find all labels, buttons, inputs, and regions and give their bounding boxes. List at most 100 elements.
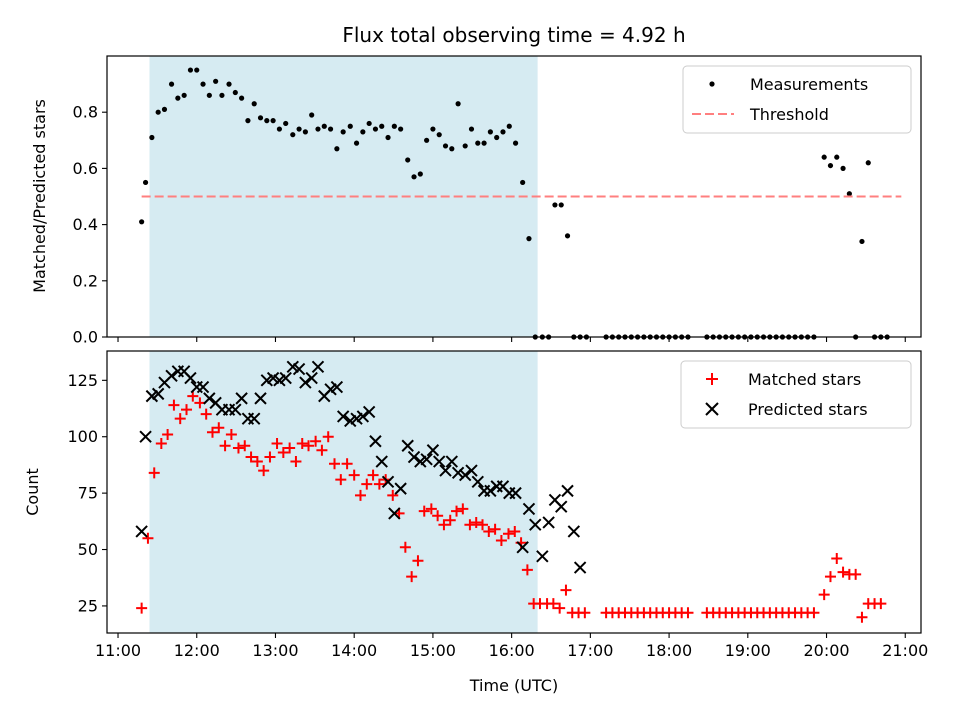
ratio-y-tick-label: 0.6 (73, 159, 98, 178)
x-tick-label: 18:00 (646, 641, 692, 660)
x-tick-label: 20:00 (803, 641, 849, 660)
measurement-point (436, 132, 442, 138)
measurement-point (321, 123, 327, 129)
measurement-point (245, 118, 251, 124)
matched-star-point (418, 505, 430, 517)
matched-star-point (444, 514, 456, 526)
measurement-point (264, 118, 270, 124)
matched-star-point (200, 408, 212, 420)
measurement-point (834, 154, 840, 160)
matched-star-point (310, 435, 322, 447)
measurement-point (315, 126, 321, 132)
predicted-star-point (362, 405, 376, 419)
measurement-point (558, 202, 564, 208)
measurement-point (430, 126, 436, 132)
predicted-star-point (394, 482, 407, 495)
matched-star-point (155, 437, 167, 449)
predicted-star-point (471, 475, 484, 489)
predicted-star-point (254, 392, 267, 405)
predicted-star-point (311, 360, 325, 373)
measurement-point (283, 120, 289, 127)
measurement-point (175, 95, 181, 101)
measurement-point (309, 112, 315, 118)
matched-star-point (335, 474, 347, 486)
matched-star-point (579, 607, 591, 619)
measurement-point (302, 129, 308, 135)
predicted-star-point (458, 468, 472, 482)
matched-star-point (837, 566, 849, 578)
measurement-point (424, 137, 430, 143)
matched-star-point (322, 431, 334, 443)
x-tick-label: 13:00 (252, 641, 298, 660)
matched-star-point (856, 611, 868, 623)
matched-star-point (451, 505, 463, 517)
predicted-star-point (388, 507, 401, 520)
measurement-point (481, 140, 487, 146)
predicted-star-point (542, 516, 555, 529)
matched-star-point (850, 568, 862, 580)
predicted-star-point (330, 380, 344, 394)
matched-star-point (399, 541, 411, 553)
count-panel: 11:00 12:00 13:00 14:00 15:00 16:00 17:00 18:00… (23, 351, 928, 660)
ratio-panel-legend-box (682, 65, 912, 134)
matched-star-point (367, 469, 379, 481)
measurement-point (187, 67, 194, 73)
matched-star-point (277, 447, 289, 459)
measurement-point (226, 81, 232, 87)
measurement-point (276, 126, 283, 132)
predicted-star-point (196, 380, 210, 394)
matched-star-point (296, 437, 308, 449)
matched-star-point (290, 456, 302, 468)
predicted-star-point (522, 502, 536, 516)
matched-star-point (547, 598, 559, 610)
count-panel-x-ticks: 11:00 12:00 13:00 14:00 15:00 16:00 17:00 18:00… (95, 633, 928, 660)
measurement-point (257, 115, 264, 121)
matched-star-point (232, 442, 244, 454)
matched-star-point (136, 602, 148, 614)
observing-window-span (149, 351, 538, 633)
matched-star-point (509, 525, 521, 537)
matched-star-point (329, 458, 341, 470)
predicted-star-point (369, 435, 382, 448)
measurement-point (181, 92, 187, 98)
predicted-star-point (184, 371, 197, 385)
matched-star-point (213, 422, 225, 434)
matched-star-point (483, 525, 495, 537)
measurement-point (200, 81, 206, 87)
measurement-point (526, 236, 532, 242)
predicted-star-point (529, 518, 542, 531)
matched-star-point (457, 503, 469, 515)
measurement-point (340, 129, 346, 135)
measurement-point (821, 154, 827, 160)
count-y-tick-label: 25 (78, 596, 98, 615)
measurement-point (840, 165, 846, 171)
predicted-star-point (451, 466, 465, 480)
ratio-panel-y-label: Matched/Predicted stars (30, 99, 49, 293)
matched-star-point (808, 607, 820, 619)
count-panel-frame (106, 350, 922, 634)
matched-star-point (560, 584, 572, 596)
ratio-y-tick-label: 0.4 (73, 215, 98, 234)
count-panel-y-label: Count (23, 468, 42, 516)
predicted-star-point (516, 541, 529, 554)
matched-star-point (284, 442, 296, 454)
x-tick-label: 21:00 (882, 641, 928, 660)
measurement-point (564, 233, 571, 239)
measurement-point (468, 126, 475, 132)
measurement-point (360, 129, 366, 135)
matched-star-point (495, 535, 507, 547)
predicted-star-point (139, 430, 152, 443)
predicted-star-point (420, 453, 433, 466)
matched-star-point (521, 564, 533, 576)
measurement-point (334, 146, 340, 152)
legend-predicted-label: Predicted stars (748, 400, 868, 419)
measurement-point (865, 160, 871, 166)
predicted-star-point (536, 550, 549, 563)
measurement-point (251, 101, 257, 107)
measurement-point (213, 78, 219, 84)
measurement-point (411, 174, 417, 180)
legend-threshold-label: Threshold (749, 105, 829, 124)
matched-star-point (489, 523, 501, 535)
matched-star-point (470, 516, 482, 528)
matched-star-point (303, 440, 315, 452)
